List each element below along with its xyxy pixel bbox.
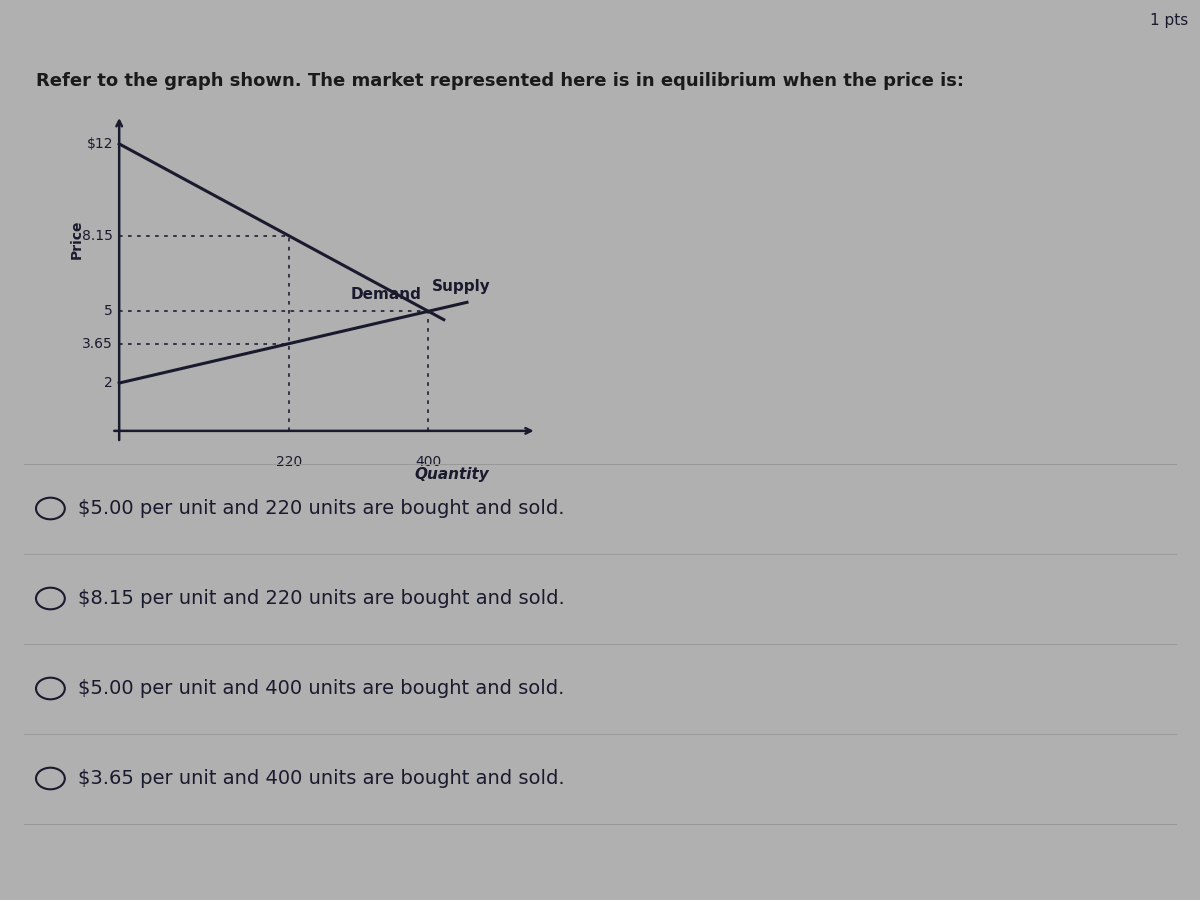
Text: 220: 220 [276,454,302,469]
Text: $8.15 per unit and 220 units are bought and sold.: $8.15 per unit and 220 units are bought … [78,589,565,608]
Text: 1 pts: 1 pts [1150,13,1188,28]
Text: 5: 5 [104,304,113,319]
Text: $12: $12 [86,137,113,151]
Text: $3.65 per unit and 400 units are bought and sold.: $3.65 per unit and 400 units are bought … [78,769,565,788]
Text: 3.65: 3.65 [83,337,113,351]
Text: Refer to the graph shown. The market represented here is in equilibrium when the: Refer to the graph shown. The market rep… [36,72,964,90]
Text: 2: 2 [104,376,113,390]
Text: $5.00 per unit and 220 units are bought and sold.: $5.00 per unit and 220 units are bought … [78,499,564,518]
Text: Demand: Demand [352,287,422,302]
Text: 400: 400 [415,454,442,469]
Text: 8.15: 8.15 [82,229,113,243]
Text: Supply: Supply [432,279,491,294]
Text: Quantity: Quantity [414,467,488,482]
Text: $5.00 per unit and 400 units are bought and sold.: $5.00 per unit and 400 units are bought … [78,679,564,698]
Text: Price: Price [70,220,84,259]
